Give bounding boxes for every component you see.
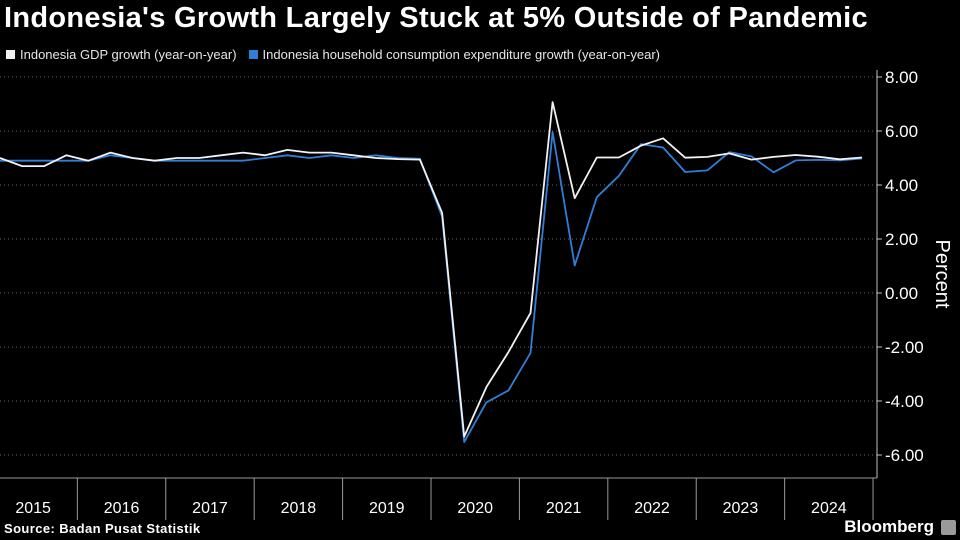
legend-label-gdp: Indonesia GDP growth (year-on-year) (20, 47, 237, 62)
legend-swatch-consumption (248, 50, 258, 59)
x-year-label: 2021 (546, 500, 582, 517)
x-year-labels: 2015 2016 2017 2018 2019 2020 2021 2022 2023 2024 (15, 500, 846, 517)
y-tick-label: -4.00 (885, 392, 924, 411)
legend-swatch-gdp (6, 50, 15, 59)
y-tick-label: -6.00 (885, 446, 924, 465)
y-tick-label: 2.00 (885, 230, 918, 249)
y-tick-label: 8.00 (885, 68, 918, 87)
gdp-growth-line (0, 101, 863, 438)
legend: Indonesia GDP growth (year-on-year) Indo… (6, 47, 672, 62)
y-tick-label: 6.00 (885, 122, 918, 141)
x-year-label: 2017 (192, 500, 228, 517)
x-year-label: 2020 (457, 500, 493, 517)
y-axis-label: Percent (931, 240, 953, 309)
consumption-growth-line (0, 131, 863, 443)
x-year-label: 2018 (281, 500, 317, 517)
axes (0, 70, 882, 520)
y-tick-label: 4.00 (885, 176, 918, 195)
series-lines (0, 101, 863, 443)
x-year-label: 2023 (723, 500, 759, 517)
x-year-label: 2015 (15, 500, 51, 517)
x-year-label: 2019 (369, 500, 405, 517)
x-year-label: 2022 (634, 500, 670, 517)
source-note: Source: Badan Pusat Statistik (4, 521, 201, 536)
legend-item-consumption: Indonesia household consumption expendit… (248, 47, 660, 62)
chart-title: Indonesia's Growth Largely Stuck at 5% O… (4, 2, 868, 34)
brand-logo-text: Bloomberg (844, 517, 934, 536)
y-tick-labels: 8.00 6.00 4.00 2.00 0.00 -2.00 -4.00 -6.00 (885, 68, 924, 465)
x-year-label: 2016 (104, 500, 140, 517)
grid-lines (0, 76, 877, 456)
y-tick-label: 0.00 (885, 284, 918, 303)
legend-label-consumption: Indonesia household consumption expendit… (262, 47, 660, 62)
legend-item-gdp: Indonesia GDP growth (year-on-year) (6, 47, 237, 62)
x-year-label: 2024 (811, 500, 847, 517)
y-tick-label: -2.00 (885, 338, 924, 357)
brand-icon (941, 520, 956, 535)
